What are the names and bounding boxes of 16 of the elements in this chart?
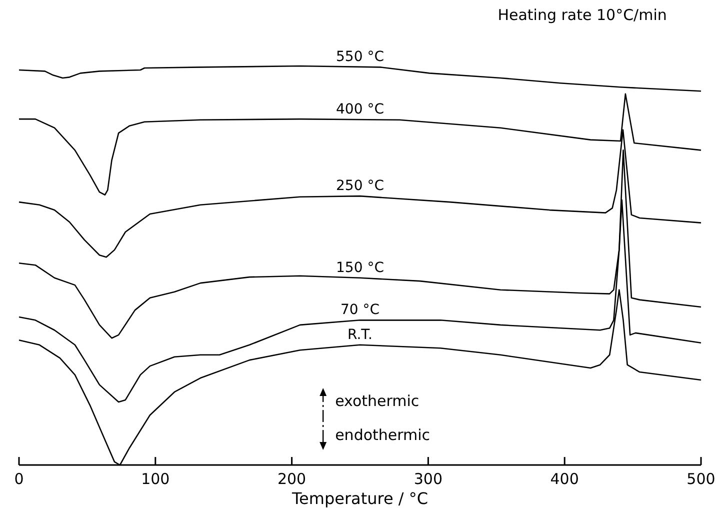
x-tick-label: 100	[141, 470, 170, 488]
series-label: 550 °C	[336, 48, 384, 65]
series-label: 400 °C	[336, 102, 384, 118]
x-tick-label: 200	[277, 470, 306, 488]
series-label: 250 °C	[336, 178, 384, 194]
text: Heating rate 10°C/min	[498, 6, 667, 24]
annotation: endothermic	[335, 426, 430, 444]
x-axis-title: Temperature / °C	[290, 489, 428, 508]
series-label: 70 °C	[340, 302, 380, 318]
x-tick-label: 400	[550, 470, 579, 488]
x-tick-label: 0	[14, 470, 24, 488]
series-label: R.T.	[347, 326, 373, 343]
x-tick-label: 300	[414, 470, 443, 488]
annotation: exothermic	[335, 392, 420, 410]
x-tick-label: 500	[686, 470, 716, 488]
series-label: 150 °C	[336, 260, 384, 276]
